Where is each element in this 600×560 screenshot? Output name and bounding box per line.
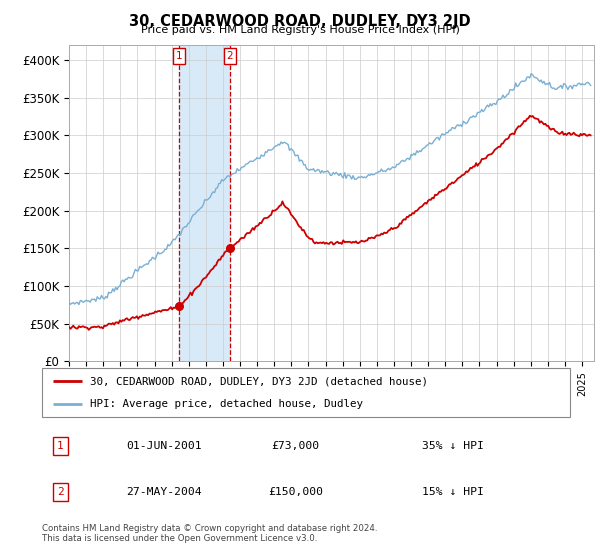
Text: 27-MAY-2004: 27-MAY-2004: [127, 487, 202, 497]
Text: HPI: Average price, detached house, Dudley: HPI: Average price, detached house, Dudl…: [89, 399, 362, 409]
Text: 35% ↓ HPI: 35% ↓ HPI: [422, 441, 484, 451]
Text: 01-JUN-2001: 01-JUN-2001: [127, 441, 202, 451]
Text: £150,000: £150,000: [268, 487, 323, 497]
Text: 30, CEDARWOOD ROAD, DUDLEY, DY3 2JD (detached house): 30, CEDARWOOD ROAD, DUDLEY, DY3 2JD (det…: [89, 376, 428, 386]
Text: 1: 1: [57, 441, 64, 451]
Text: £73,000: £73,000: [271, 441, 320, 451]
FancyBboxPatch shape: [42, 368, 570, 417]
Text: Price paid vs. HM Land Registry's House Price Index (HPI): Price paid vs. HM Land Registry's House …: [140, 25, 460, 35]
Text: Contains HM Land Registry data © Crown copyright and database right 2024.
This d: Contains HM Land Registry data © Crown c…: [42, 524, 377, 543]
Text: 15% ↓ HPI: 15% ↓ HPI: [422, 487, 484, 497]
Text: 2: 2: [226, 51, 233, 61]
Text: 30, CEDARWOOD ROAD, DUDLEY, DY3 2JD: 30, CEDARWOOD ROAD, DUDLEY, DY3 2JD: [129, 14, 471, 29]
Bar: [179, 45, 230, 361]
Text: 1: 1: [175, 51, 182, 61]
Text: 2: 2: [57, 487, 64, 497]
